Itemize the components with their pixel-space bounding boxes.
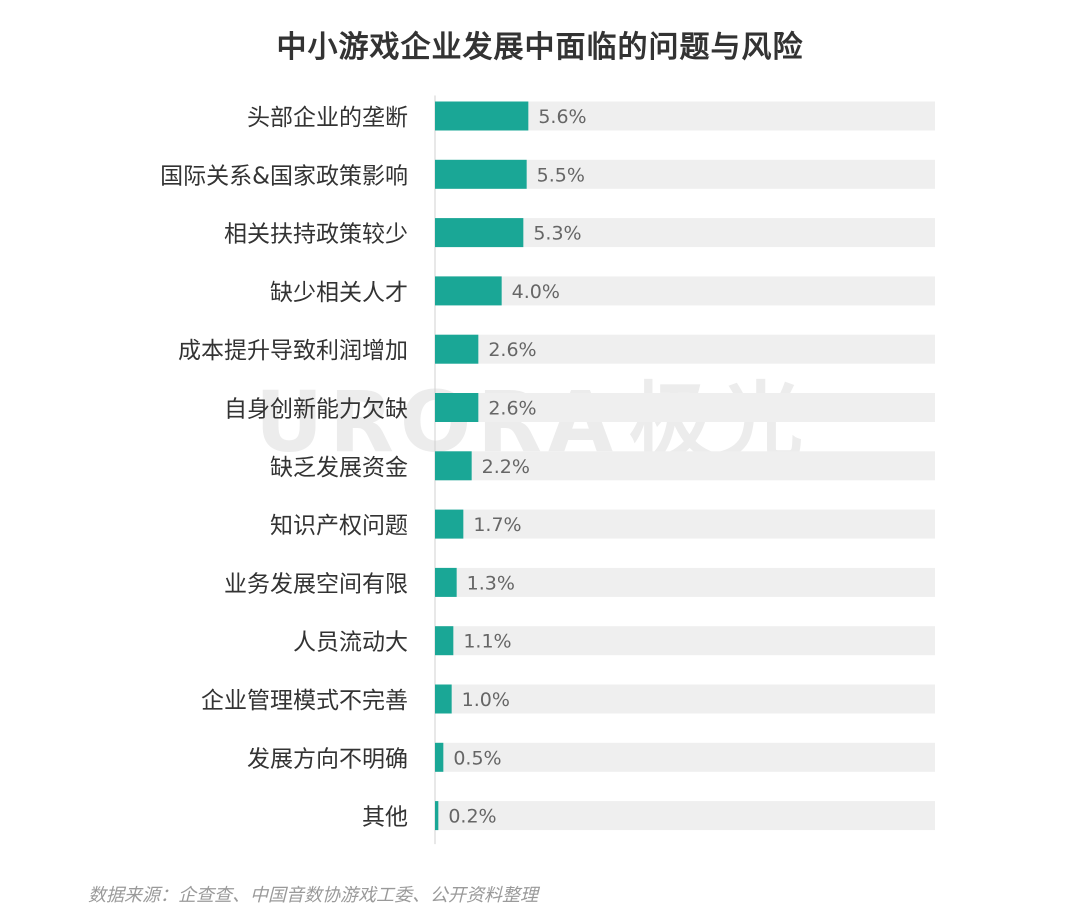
bar-track (435, 276, 935, 306)
bar-track (435, 509, 935, 539)
bar (435, 626, 454, 656)
category-label: 发展方向不明确 (247, 746, 408, 772)
bar-track (435, 684, 935, 714)
bar (435, 276, 502, 306)
value-label: 2.2% (482, 456, 530, 478)
value-label: 1.3% (467, 572, 515, 594)
bar-track (435, 451, 935, 481)
value-label: 1.0% (462, 689, 510, 711)
value-label: 0.5% (453, 747, 501, 769)
bar (435, 101, 529, 131)
value-label: 2.6% (488, 339, 536, 361)
bar-track (435, 393, 935, 422)
category-label: 其他 (362, 805, 408, 831)
bar-track (435, 742, 935, 772)
category-label: 业务发展空间有限 (224, 571, 408, 597)
value-label: 1.1% (463, 631, 511, 653)
bar (435, 218, 524, 248)
category-label: 缺少相关人才 (270, 280, 408, 306)
value-label: 2.6% (488, 398, 536, 420)
bar (435, 159, 527, 189)
value-label: 5.6% (538, 106, 586, 128)
value-label: 0.2% (448, 806, 496, 828)
bar-track (435, 626, 935, 656)
value-label: 5.5% (537, 164, 585, 186)
bar-track (435, 567, 935, 597)
chart-title: 中小游戏企业发展中面临的问题与风险 (276, 30, 804, 65)
bar (435, 509, 464, 539)
category-label: 成本提升导致利润增加 (178, 338, 408, 364)
bar (435, 334, 479, 364)
value-label: 1.7% (473, 514, 521, 536)
bar (435, 567, 457, 597)
category-label: 知识产权问题 (270, 513, 408, 539)
category-label: 人员流动大 (293, 630, 408, 656)
value-label: 5.3% (533, 223, 581, 245)
bar-track (435, 334, 935, 364)
category-label: 国际关系&国家政策影响 (160, 163, 408, 189)
category-label: 缺乏发展资金 (270, 455, 408, 481)
bar (435, 393, 479, 422)
category-label: 相关扶持政策较少 (224, 222, 408, 248)
bar (435, 451, 472, 481)
bar (435, 684, 452, 714)
bar (435, 742, 444, 772)
category-label: 自身创新能力欠缺 (224, 397, 408, 423)
source-note: 数据来源：企查查、中国音数协游戏工委、公开资料整理 (88, 885, 538, 906)
category-label: 企业管理模式不完善 (201, 688, 408, 714)
value-label: 4.0% (512, 281, 560, 303)
bar (435, 801, 439, 831)
category-label: 头部企业的垄断 (247, 105, 408, 131)
bar-track (435, 801, 935, 831)
